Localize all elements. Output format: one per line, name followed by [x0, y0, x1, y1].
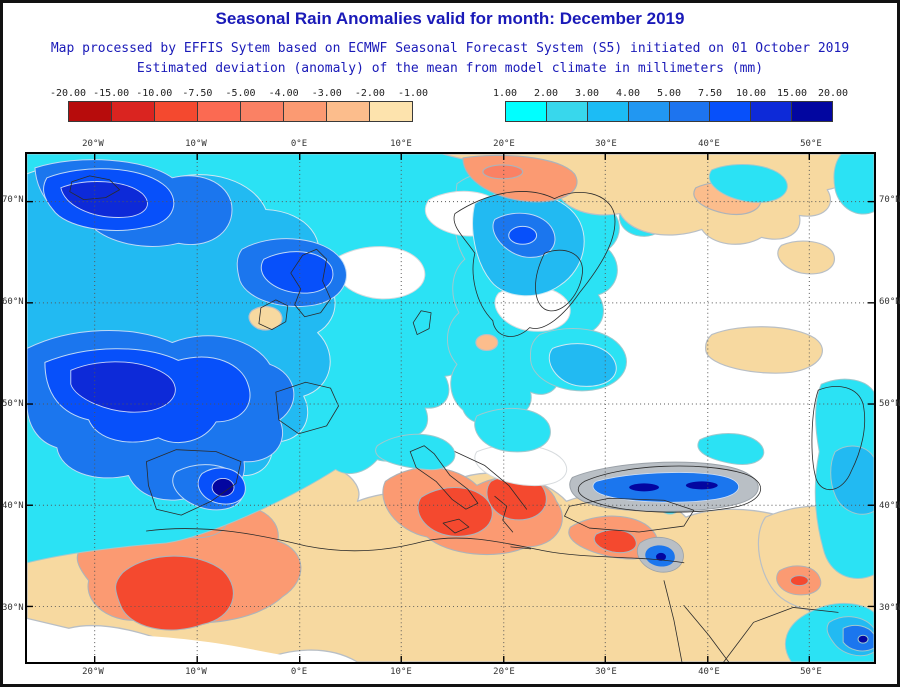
legend-positive-anomalies: 1.00 2.00 3.00 4.00 5.00 7.50 10.00 15.00 20.00 [493, 88, 848, 126]
legend-cell [628, 102, 670, 121]
legend-label: -20.00 [49, 88, 87, 99]
legend-cell [155, 102, 198, 121]
legend-cell [284, 102, 327, 121]
legend-negative-cells [68, 101, 413, 122]
legend-negative-labels: -20.00 -15.00 -10.00 -7.50 -5.00 -4.00 -3.00 -2… [50, 88, 428, 101]
legend-negative-anomalies: -20.00 -15.00 -10.00 -7.50 -5.00 -4.00 -3.00 -2… [50, 88, 428, 126]
legend-label: -10.00 [136, 88, 173, 99]
legend-cell [506, 102, 547, 121]
lat-label-left: 60°N [2, 297, 24, 308]
lon-label-top: 10°E [390, 139, 412, 149]
lat-label-left: 30°N [2, 602, 24, 613]
lon-label-top: 0°E [290, 139, 308, 149]
page-title: Seasonal Rain Anomalies valid for month:… [215, 9, 685, 28]
legend-label: -7.50 [182, 88, 213, 99]
legend-cell [546, 102, 588, 121]
lat-label-right: 70°N [879, 195, 900, 206]
legend-label: -4.00 [268, 88, 299, 99]
subtitle-source: Map processed by EFFIS Sytem based on EC… [50, 41, 850, 56]
lat-label-left: 50°N [2, 399, 24, 409]
lon-label-top: 40°E [698, 139, 720, 149]
legend-label: 20.00 [817, 88, 849, 99]
legend-label: -3.00 [311, 88, 342, 99]
lon-label-bottom: 40°E [698, 667, 720, 677]
legend-label: -1.00 [397, 88, 429, 99]
lon-label-bottom: 10°E [390, 667, 412, 677]
legend-cell [198, 102, 241, 121]
legend-cell [792, 102, 832, 121]
lon-label-bottom: 50°E [800, 667, 822, 677]
legend-label: 10.00 [735, 88, 767, 99]
legend-cell [112, 102, 155, 121]
lat-label-left: 40°N [2, 500, 24, 511]
legend-label: -15.00 [93, 88, 130, 99]
legend-label: 4.00 [615, 88, 641, 99]
legend-positive-cells [505, 101, 833, 122]
lon-label-bottom: 30°E [595, 667, 617, 677]
legend-cell [327, 102, 370, 121]
lat-label-right: 40°N [879, 500, 900, 511]
subtitle-units: Estimated deviation (anomaly) of the mea… [136, 61, 764, 76]
legend-cell [241, 102, 284, 121]
lat-label-right: 30°N [879, 602, 900, 613]
legend-cell [669, 102, 711, 121]
lon-label-top: 20°E [493, 139, 515, 149]
legend-cell [370, 102, 412, 121]
lon-label-top: 50°E [800, 139, 822, 149]
lon-label-top: 10°W [185, 139, 207, 149]
legend-cell [710, 102, 752, 121]
lon-label-bottom: 20°W [82, 667, 104, 677]
lat-label-left: 70°N [2, 195, 24, 206]
anomaly-map [25, 152, 876, 664]
legend-label: 1.00 [492, 88, 518, 99]
legend-label: 15.00 [776, 88, 808, 99]
legend-cell [751, 102, 793, 121]
lon-label-bottom: 20°E [493, 667, 515, 677]
lon-label-bottom: 0°E [290, 667, 308, 677]
lon-label-bottom: 10°W [185, 667, 207, 677]
legend-label: 3.00 [574, 88, 600, 99]
lat-label-right: 50°N [879, 399, 900, 409]
legend-label: 7.50 [697, 88, 723, 99]
legend-label: -5.00 [225, 88, 256, 99]
legend-label: -2.00 [354, 88, 385, 99]
legend-positive-labels: 1.00 2.00 3.00 4.00 5.00 7.50 10.00 15.00 20.00 [493, 88, 848, 101]
legend-label: 5.00 [656, 88, 682, 99]
legend-cell [587, 102, 629, 121]
map-canvas [27, 154, 874, 662]
legend-label: 2.00 [533, 88, 559, 99]
lat-label-right: 60°N [879, 297, 900, 308]
lon-label-top: 20°W [82, 139, 104, 149]
lon-label-top: 30°E [595, 139, 617, 149]
legend-cell [69, 102, 112, 121]
